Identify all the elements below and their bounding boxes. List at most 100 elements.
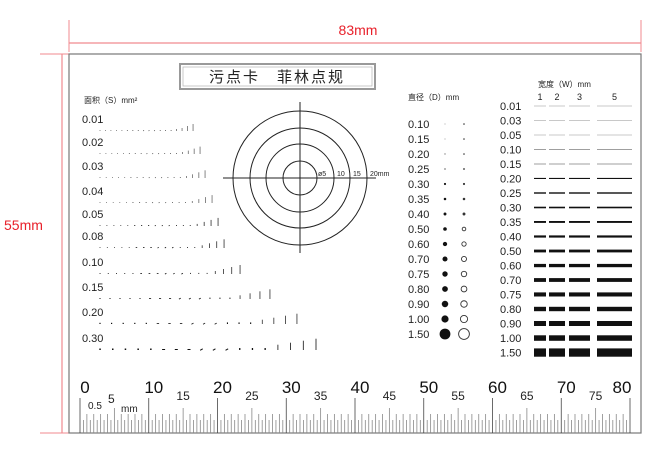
target-circles: ø5 10 15 20mm (223, 102, 390, 253)
diameter-row: 0.80 (408, 284, 468, 296)
width-line (597, 120, 632, 121)
width-line (597, 206, 632, 209)
width-line (569, 249, 590, 253)
area-spot (109, 298, 111, 299)
width-line (569, 278, 590, 282)
diameter-row: 0.50 (408, 224, 467, 236)
area-spot (99, 322, 101, 324)
filled-dot (443, 227, 447, 231)
area-row-label: 0.03 (82, 161, 103, 173)
area-spot (198, 272, 200, 274)
area-spot (146, 153, 148, 155)
filled-dot (439, 328, 451, 340)
area-spot (99, 130, 101, 131)
area-spot (261, 319, 263, 324)
area-spot (185, 202, 186, 203)
area-spot (198, 172, 200, 178)
area-spot (178, 202, 180, 203)
area-spot (259, 291, 261, 299)
width-row: 0.05 (500, 130, 632, 142)
diameter-row-label: 0.75 (408, 269, 429, 281)
area-spot (209, 297, 211, 299)
area-spot (182, 225, 184, 226)
diameter-row-label: 0.90 (408, 299, 429, 311)
width-line (534, 321, 546, 326)
area-row: 0.05 (82, 209, 219, 227)
area-row: 0.08 (82, 231, 225, 249)
filled-dot (443, 212, 447, 216)
area-spot (120, 225, 122, 226)
area-spot (239, 295, 241, 299)
area-spot (188, 297, 191, 300)
width-row: 0.60 (500, 261, 632, 273)
diameter-row: 1.00 (408, 314, 469, 326)
area-spot (150, 247, 152, 248)
area-spot (164, 246, 167, 249)
target-label-20: 20mm (370, 171, 390, 178)
ruler-five-label: 5 (108, 392, 115, 406)
area-spot (204, 170, 206, 178)
area-spot (296, 313, 298, 324)
width-row: 0.20 (500, 174, 632, 186)
width-row: 0.40 (500, 232, 632, 244)
area-spot (137, 348, 139, 350)
width-line (549, 306, 565, 312)
area-spot (124, 348, 127, 350)
width-row: 0.35 (500, 217, 632, 229)
area-row-label: 0.30 (82, 333, 103, 345)
hollow-dot (462, 197, 466, 201)
area-spot (105, 177, 107, 178)
area-spot (172, 202, 173, 203)
area-spot (148, 130, 150, 132)
area-spot (121, 247, 123, 248)
width-column-label: 1 (537, 92, 542, 102)
width-line (534, 206, 546, 209)
filled-dot (441, 300, 449, 308)
width-line (569, 263, 590, 268)
area-spot (269, 289, 271, 299)
area-spot (189, 225, 191, 226)
diameter-row-label: 1.00 (408, 314, 429, 326)
width-line (569, 292, 590, 297)
width-line (597, 263, 632, 268)
area-spot (238, 322, 240, 324)
filled-dot (442, 271, 448, 277)
width-line (569, 348, 590, 357)
area-spot (128, 247, 130, 248)
width-line (549, 192, 565, 194)
area-spot (116, 273, 117, 274)
area-row: 0.15 (82, 282, 271, 300)
diameter-row-label: 0.20 (408, 149, 429, 161)
width-row-label: 0.03 (500, 116, 521, 128)
width-dimension-label: 83mm (339, 22, 378, 38)
width-row-label: 0.90 (500, 319, 521, 331)
area-spot (106, 225, 108, 226)
area-spot (168, 323, 171, 324)
area-spot (209, 243, 210, 248)
area-spot (239, 265, 241, 274)
area-spot (99, 153, 101, 154)
target-label-15: 15 (353, 171, 361, 178)
area-spot (122, 322, 124, 324)
width-line (569, 335, 590, 341)
area-spot (182, 152, 183, 154)
area-row: 0.10 (82, 257, 241, 275)
width-line (549, 235, 565, 238)
width-line (534, 235, 546, 238)
width-row-label: 0.40 (500, 232, 521, 244)
width-line (597, 292, 632, 297)
diameter-row-label: 0.80 (408, 284, 429, 296)
width-line (569, 134, 590, 136)
area-spot (99, 348, 101, 350)
hollow-dot (458, 328, 470, 340)
width-row: 0.70 (500, 275, 632, 287)
width-line (597, 177, 632, 179)
area-spot (179, 177, 181, 178)
area-spot (124, 273, 126, 274)
area-spot (168, 225, 170, 227)
area-spot (160, 177, 163, 179)
width-line (597, 105, 632, 107)
area-spot (179, 323, 183, 324)
diameter-row-label: 0.50 (408, 224, 429, 236)
